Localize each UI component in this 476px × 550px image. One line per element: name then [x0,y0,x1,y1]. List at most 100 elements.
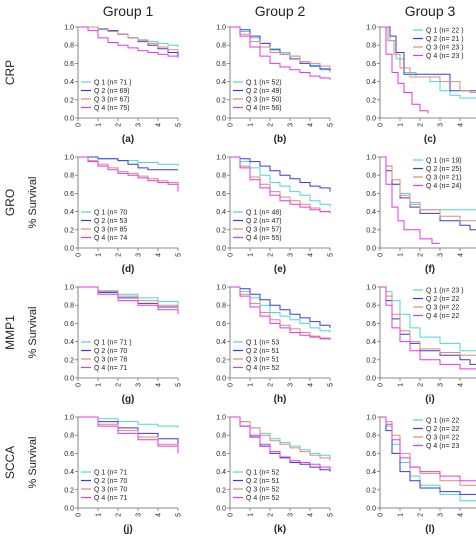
legend-label: Q 2 (n= 21 ) [426,36,464,43]
survival-curve-q4 [78,416,179,454]
y-tick-label: 0.4 [216,79,226,86]
x-tick-label: 0 [76,513,83,517]
panel-label: (h) [274,394,287,405]
x-tick-label: 2 [418,383,425,387]
x-tick-label: 0 [228,253,235,257]
survival-curve-q4 [230,26,331,80]
survival-curve-q4 [230,156,331,214]
x-tick-label: 3 [136,513,143,517]
legend-label: Q 4 (n= 24) [426,183,462,190]
x-tick-label: 4 [458,383,465,387]
x-tick-label: 3 [438,513,445,517]
x-tick-label: 3 [288,123,295,127]
x-tick-label: 2 [268,383,275,387]
panel-label: (a) [122,134,134,145]
y-tick-label: 0.0 [216,116,226,123]
y-tick-label: 1.0 [216,155,226,162]
x-tick-label: 4 [308,513,315,517]
x-tick-label: 4 [308,123,315,127]
legend-label: Q 2 (n= 22 [426,426,459,433]
survival-curve-q4 [380,286,476,370]
y-tick-label: 0.0 [216,376,226,383]
survival-curve-q4 [380,416,476,482]
y-tick-label: 0.0 [366,116,376,123]
y-tick-label: 0.0 [366,376,376,383]
y-tick-label: 0.8 [64,43,74,50]
x-tick-label: 4 [156,383,163,387]
y-tick-label: 0.2 [216,487,226,494]
y-tick-label: 0.2 [366,227,376,234]
y-tick-label: 0.4 [366,79,376,86]
legend-label: Q 2 (n= 22 [426,296,459,303]
y-tick-label: 0.0 [216,506,226,513]
y-tick-label: 0.2 [216,227,226,234]
x-tick-label: 4 [458,513,465,517]
legend-label: Q 4 (n= 52 [246,365,279,372]
y-tick-label: 0.6 [366,321,376,328]
y-tick-label: 0.6 [366,451,376,458]
y-tick-label: 1.0 [366,285,376,292]
legend-label: Q 1 (n= 52) [246,80,282,87]
x-tick-label: 2 [268,123,275,127]
x-tick-label: 1 [248,253,255,257]
x-tick-label: 0 [228,513,235,517]
survival-curve-q2 [380,416,476,495]
y-axis-label: % Survival [27,177,39,229]
y-tick-label: 0.2 [64,487,74,494]
legend-label: Q 4 (n= 52 [246,495,279,502]
legend-label: Q 2 (n= 69) [94,88,130,95]
y-tick-label: 0.8 [216,173,226,180]
y-tick-label: 1.0 [64,25,74,32]
legend-label: Q 1 (n= 19) [426,158,462,165]
survival-curve-q2 [380,156,476,231]
y-tick-label: 0.6 [64,321,74,328]
x-tick-label: 3 [288,513,295,517]
x-tick-label: 2 [116,383,123,387]
row-label: MMP1 [3,315,17,350]
group-header: Group 1 [103,3,154,19]
legend-label: Q 3 (n= 85 [94,227,127,234]
legend-label: Q 2 (n= 51 [246,348,279,355]
y-tick-label: 0.8 [366,433,376,440]
y-tick-label: 1.0 [216,285,226,292]
x-tick-label: 1 [398,383,405,387]
survival-curve-q2 [78,156,178,171]
x-tick-label: 1 [96,253,103,257]
y-tick-label: 0.6 [64,451,74,458]
y-tick-label: 1.0 [216,415,226,422]
row-label: SCCA [3,446,17,479]
survival-curve-q2 [380,26,476,92]
y-tick-label: 0.6 [64,191,74,198]
legend-label: Q 1 (n= 22 [426,418,459,425]
legend-label: Q 4 (n= 56) [246,105,282,112]
y-tick-label: 1.0 [64,155,74,162]
legend-label: Q 4 (n= 71 [94,495,127,502]
x-tick-label: 3 [438,123,445,127]
y-tick-label: 0.6 [64,61,74,68]
panel-label: (e) [274,264,286,275]
survival-curve-q2 [230,156,331,192]
y-tick-label: 0.8 [64,173,74,180]
survival-curve-q1 [380,286,476,352]
x-tick-label: 2 [268,253,275,257]
y-tick-label: 1.0 [366,155,376,162]
x-tick-label: 5 [176,383,183,387]
legend-label: Q 4 (n= 22 [426,313,459,320]
y-tick-label: 0.0 [366,246,376,253]
x-tick-label: 1 [96,383,103,387]
legend-label: Q 1 (n= 48) [246,210,282,217]
panel-label: (c) [424,134,436,145]
survival-curve-q3 [380,156,476,222]
legend-label: Q 3 (n= 51 [246,357,279,364]
survival-curve-q3 [230,416,331,461]
x-tick-label: 0 [228,383,235,387]
legend-label: Q 2 (n= 70 [94,348,127,355]
y-tick-label: 0.8 [216,303,226,310]
y-tick-label: 1.0 [366,25,376,32]
x-tick-label: 5 [176,253,183,257]
x-tick-label: 4 [308,383,315,387]
y-tick-label: 0.8 [216,433,226,440]
legend-label: Q 2 (n= 51 [246,478,279,485]
legend-label: Q 2 (n= 25) [426,166,462,173]
